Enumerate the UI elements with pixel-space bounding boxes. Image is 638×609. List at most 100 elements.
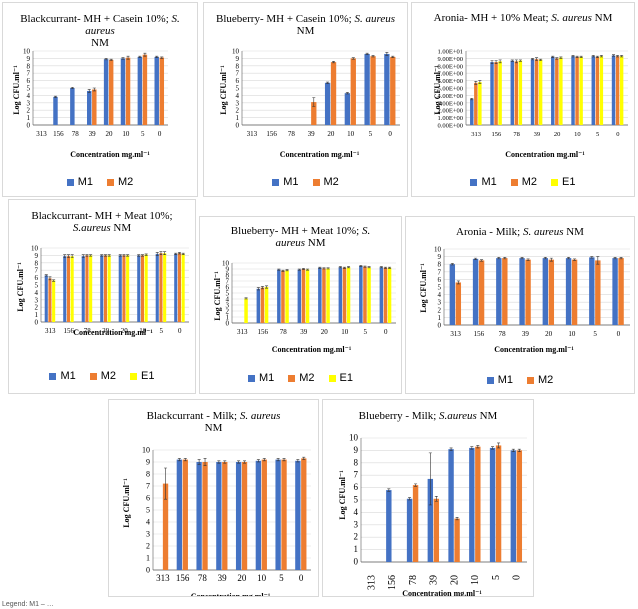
chart-title: Blackcurrant- MH + Meat 10%; S.aureus NM bbox=[31, 210, 173, 234]
x-tick-label: 0 bbox=[616, 131, 619, 138]
error-bar bbox=[559, 56, 563, 59]
legend-label: M1 bbox=[497, 374, 513, 386]
bar-e1-78 bbox=[518, 60, 523, 126]
bar-m2-5 bbox=[363, 266, 367, 323]
x-tick-label: 313 bbox=[366, 575, 377, 590]
error-bar bbox=[81, 254, 85, 258]
bar-e1-0 bbox=[619, 56, 624, 125]
chart-title: Blackcurrant - Milk; S. aureus NM bbox=[146, 410, 281, 434]
y-tick-label: 6 bbox=[146, 494, 150, 503]
bar-m1-0 bbox=[611, 55, 616, 125]
x-tick-label: 5 bbox=[364, 328, 368, 336]
legend-item-e1: E1 bbox=[130, 370, 155, 382]
bar-m2-10 bbox=[342, 267, 347, 323]
legend-item-e1: E1 bbox=[328, 372, 354, 384]
bar-m2-10 bbox=[575, 56, 579, 125]
error-bar bbox=[163, 251, 167, 255]
x-tick-label: 156 bbox=[492, 131, 503, 138]
y-tick-label: 3 bbox=[146, 530, 150, 539]
x-tick-label: 5 bbox=[369, 130, 373, 138]
y-tick-label: 8 bbox=[354, 457, 359, 467]
x-tick-label: 20 bbox=[105, 130, 113, 138]
bar-m2-313 bbox=[474, 82, 478, 125]
error-bar bbox=[612, 54, 616, 57]
bar-m2-20 bbox=[122, 255, 126, 322]
error-bar bbox=[535, 57, 539, 61]
error-bar bbox=[549, 257, 553, 262]
bar-m2-156 bbox=[478, 260, 485, 325]
bar-m1-20 bbox=[448, 449, 454, 562]
x-tick-label: 20 bbox=[449, 575, 460, 585]
legend-label: E1 bbox=[339, 372, 354, 384]
y-tick-label: 8 bbox=[236, 62, 240, 70]
legend-item-m1: M1 bbox=[247, 372, 274, 384]
bar-m1-78 bbox=[496, 258, 502, 325]
error-bar bbox=[155, 252, 159, 256]
bar-m1-0 bbox=[384, 53, 390, 125]
bar-e1-20 bbox=[126, 255, 130, 322]
error-bar bbox=[591, 55, 595, 58]
bar-m2-5 bbox=[595, 260, 601, 325]
bar-m2-156 bbox=[494, 62, 498, 125]
error-bar bbox=[497, 257, 501, 260]
x-tick-label: 313 bbox=[471, 131, 481, 138]
legend-item-m2: M2 bbox=[527, 374, 553, 386]
y-tick-label: 4 bbox=[146, 518, 150, 527]
error-bar bbox=[573, 258, 577, 261]
error-bar bbox=[391, 55, 395, 58]
y-tick-label: 7 bbox=[35, 267, 39, 275]
bar-m2-10 bbox=[571, 259, 578, 325]
y-tick-label: 2 bbox=[27, 107, 31, 115]
y-tick-label: 7 bbox=[27, 70, 31, 78]
bar-m2-5 bbox=[142, 54, 148, 126]
error-bar bbox=[107, 254, 111, 257]
x-tick-label: 39 bbox=[89, 130, 97, 138]
error-bar bbox=[383, 266, 387, 269]
bar-m2-156 bbox=[260, 287, 265, 323]
bar-m1-78 bbox=[70, 88, 75, 125]
x-tick-label: 39 bbox=[522, 330, 530, 338]
x-tick-label: 313 bbox=[450, 330, 461, 338]
error-bar bbox=[301, 268, 305, 270]
y-tick-label: 2 bbox=[354, 532, 359, 542]
x-tick-label: 0 bbox=[178, 327, 182, 335]
bar-m2-10 bbox=[261, 459, 267, 570]
bar-m1-10 bbox=[565, 258, 572, 325]
bar-m2-0 bbox=[618, 258, 624, 325]
y-axis-title: Log CFU.ml⁻¹ bbox=[213, 271, 222, 321]
legend-label: M1 bbox=[481, 176, 497, 188]
error-bar bbox=[408, 497, 412, 501]
bar-m1-20 bbox=[551, 56, 555, 125]
y-tick-label: 2 bbox=[146, 542, 150, 551]
error-bar bbox=[183, 458, 187, 462]
y-tick-label: 5 bbox=[438, 284, 442, 292]
y-tick-label: 3 bbox=[226, 302, 230, 310]
bar-m1-0 bbox=[379, 267, 384, 323]
y-tick-label: 7 bbox=[236, 70, 240, 78]
legend-swatch bbox=[247, 374, 255, 382]
x-tick-label: 39 bbox=[218, 573, 228, 583]
legend-swatch bbox=[470, 178, 478, 186]
bar-m1-5 bbox=[364, 53, 370, 125]
y-tick-label: 9 bbox=[236, 55, 240, 63]
legend-label: M2 bbox=[118, 176, 134, 188]
bar-m1-78 bbox=[196, 462, 202, 570]
bar-e1-156 bbox=[264, 287, 269, 323]
bar-m2-0 bbox=[516, 450, 523, 562]
bar-m2-39 bbox=[534, 59, 539, 125]
y-tick-label: 1.00E+00 bbox=[437, 115, 463, 122]
chart-panel-blackcurrant-meat: Blackcurrant- MH + Meat 10%; S.aureus NM… bbox=[8, 199, 196, 394]
error-bar bbox=[265, 285, 269, 289]
chart-panel-aronia-meat: Aronia- MH + 10% Meat; S. aureus NM 0.00… bbox=[411, 2, 635, 197]
x-tick-label: 78 bbox=[84, 327, 92, 335]
bar-m1-0 bbox=[510, 450, 517, 562]
error-bar bbox=[531, 58, 535, 61]
bar-e1-39 bbox=[107, 255, 111, 322]
bar-e1-39 bbox=[538, 59, 543, 125]
y-tick-label: 0 bbox=[354, 557, 359, 567]
